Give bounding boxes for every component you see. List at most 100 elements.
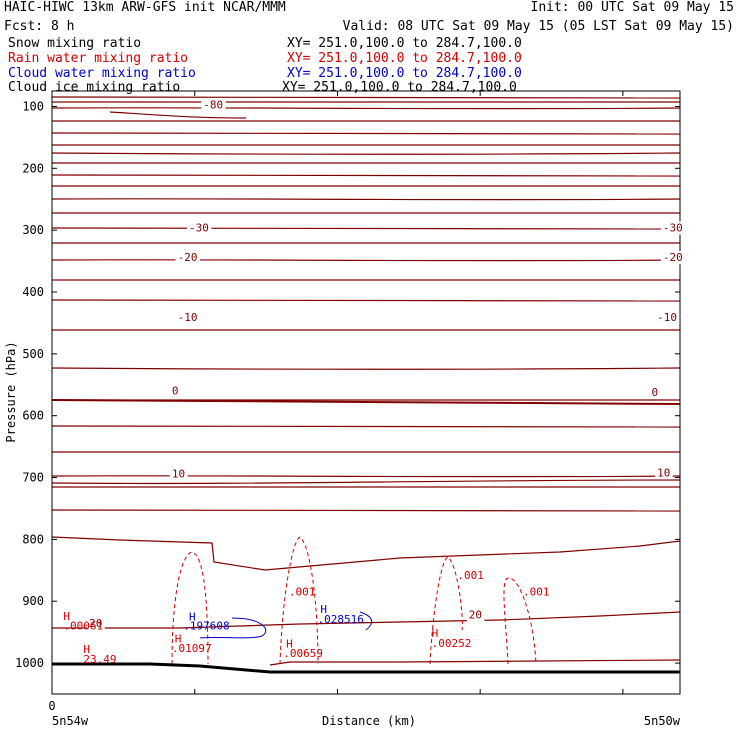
isotherm-line	[51, 259, 681, 262]
rain-contour	[171, 551, 209, 665]
y-tick-label: 200	[22, 161, 44, 175]
rain-label: .001	[457, 569, 484, 582]
isotherm-label-bg	[169, 384, 181, 398]
isotherm-label: -20	[178, 251, 198, 264]
isotherm-line	[51, 328, 681, 331]
isotherm-line	[51, 479, 681, 485]
isotherm-label: -30	[189, 221, 209, 234]
header-title: HAIC-HIWC 13km ARW-GFS init NCAR/MMM	[4, 0, 286, 15]
isotherm-label-bg	[660, 251, 686, 265]
y-tick-label: 100	[22, 99, 44, 113]
isotherm-label-bg	[87, 617, 105, 631]
isotherm-line	[51, 485, 681, 488]
field-name-cloud-water: Cloud water mixing ratio	[8, 66, 196, 81]
isotherm-label: -10	[657, 311, 677, 324]
rain-label: .001	[289, 586, 316, 599]
isotherm-line	[51, 120, 681, 123]
rain-label: .00061	[63, 620, 103, 633]
x-axis	[51, 91, 624, 694]
isotherm-line	[51, 211, 681, 214]
isotherm-line	[51, 299, 681, 302]
isotherm-label-bg	[169, 467, 188, 481]
field-xy-rain: XY= 251.0,100.0 to 284.7,100.0	[287, 51, 522, 66]
rain-label: H	[175, 633, 182, 646]
isotherm-line	[51, 509, 681, 513]
x-axis-label: Distance (km)	[322, 714, 416, 728]
rain-label: .00252	[432, 637, 472, 650]
isotherm-label-bg	[201, 98, 226, 112]
cloud-water-contour	[359, 611, 373, 631]
cloud-water-label: .028516	[317, 613, 363, 626]
isotherm-line	[51, 198, 681, 201]
y-tick-label: 700	[22, 471, 44, 485]
terrain-line	[52, 662, 680, 674]
cloud-water-label: H	[189, 610, 196, 623]
rain-contour	[279, 536, 319, 665]
isotherm-line	[51, 100, 681, 103]
field-name-rain: Rain water mixing ratio	[8, 51, 189, 66]
cloud-water-contours	[199, 611, 373, 639]
header-valid-time: Valid: 08 UTC Sat 09 May 15 (05 LST Sat …	[342, 19, 734, 34]
rain-label: .001	[523, 586, 550, 599]
rain-label: .00659	[283, 647, 323, 660]
isotherm-label: 10	[657, 466, 670, 479]
isotherm-line	[52, 611, 681, 629]
y-tick-label: 900	[22, 594, 44, 608]
isotherm-line	[51, 152, 681, 155]
y-tick-label: 600	[22, 409, 44, 423]
isotherm-line	[51, 143, 681, 146]
isotherm-zero-line	[51, 399, 681, 405]
header-init-time: Init: 00 UTC Sat 09 May 15	[530, 0, 735, 15]
isotherm-label: -10	[178, 311, 198, 324]
y-tick-label: 300	[22, 223, 44, 237]
x-end-label: 5n50w	[644, 714, 681, 728]
isotherm-lines	[51, 96, 681, 666]
isotherm-line	[51, 107, 681, 110]
header-forecast-hour: Fcst: 8 h	[4, 19, 75, 34]
isotherm-line	[51, 425, 681, 428]
isotherm-label-bg	[649, 385, 661, 399]
isotherm-line	[109, 111, 247, 119]
rain-contour	[429, 556, 463, 665]
isotherm-label-bg	[655, 311, 680, 325]
isotherm-label: -80	[203, 98, 223, 111]
isotherm-line	[51, 367, 681, 370]
rain-label: H	[286, 638, 293, 651]
isotherm-label: 20	[89, 617, 102, 630]
isotherm-line	[51, 161, 681, 164]
y-tick-label: 500	[22, 347, 44, 361]
isotherm-line	[51, 185, 681, 188]
isotherm-label: -30	[663, 221, 683, 234]
isotherm-label: 0	[172, 385, 179, 398]
isotherm-label-bg	[660, 221, 686, 235]
isotherm-label: 20	[469, 609, 482, 622]
isotherm-line	[51, 475, 681, 478]
rain-label: H	[63, 610, 70, 623]
isotherm-label: 10	[172, 468, 185, 481]
isotherm-line	[51, 96, 681, 100]
isotherm-label-bg	[655, 466, 673, 480]
rain-contour	[503, 577, 537, 665]
isotherm-label-bg	[175, 251, 200, 265]
field-name-snow: Snow mixing ratio	[8, 36, 142, 51]
cloud-water-contour	[199, 617, 267, 639]
isotherm-line	[51, 279, 681, 282]
y-tick-label: 400	[22, 285, 44, 299]
isotherm-label: -20	[663, 251, 683, 264]
isotherm-line	[269, 659, 681, 666]
field-xy-cloud-water: XY= 251.0,100.0 to 284.7,100.0	[287, 66, 522, 81]
isotherm-label: 0	[651, 386, 658, 399]
isotherm-line	[51, 241, 681, 244]
isotherm-label-bg	[466, 608, 485, 622]
isotherm-line	[51, 227, 681, 231]
rain-label: 23.49	[83, 653, 116, 666]
isotherm-line	[51, 174, 681, 177]
rain-contours	[171, 536, 537, 665]
y-tick-label: 800	[22, 532, 44, 546]
isotherm-label-bg	[187, 221, 212, 235]
plot-frame	[51, 90, 681, 695]
cloud-water-label: H	[320, 603, 327, 616]
x-start-label: 5n54w	[52, 714, 89, 728]
